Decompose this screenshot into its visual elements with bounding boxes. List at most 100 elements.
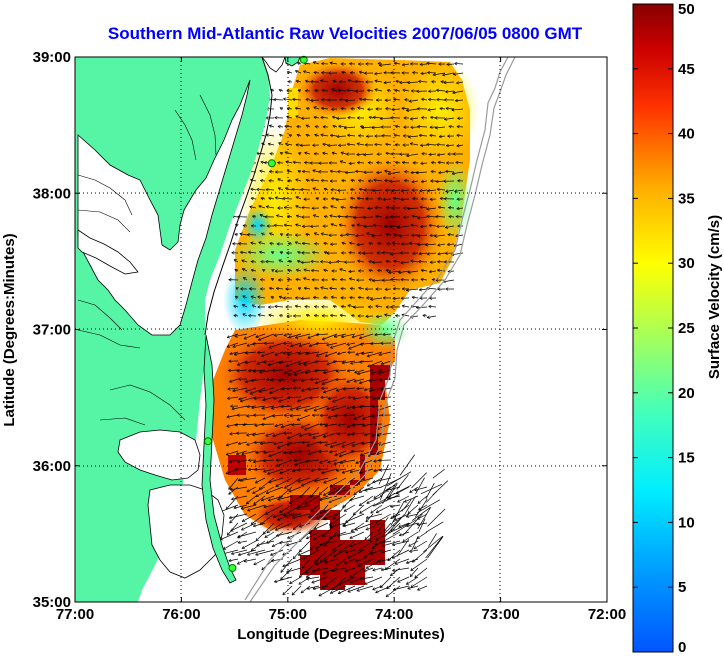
- velocity-arrow: [366, 495, 383, 504]
- velocity-arrow-head: [367, 206, 371, 211]
- velocity-arrow: [397, 225, 410, 229]
- velocity-arrow-head: [375, 537, 379, 541]
- velocity-arrow-head: [385, 259, 389, 264]
- velocity-arrow: [319, 549, 338, 563]
- outer-banks: [201, 334, 237, 584]
- velocity-arrow: [455, 99, 464, 102]
- velocity-arrow: [242, 423, 257, 426]
- velocity-arrow: [272, 432, 284, 437]
- velocity-arrow-head: [438, 134, 442, 139]
- velocity-arrow: [364, 486, 383, 491]
- velocity-arrow-head: [430, 179, 434, 183]
- velocity-arrow-head: [304, 89, 309, 93]
- velocity-arrow: [420, 162, 428, 164]
- velocity-arrow: [420, 180, 428, 183]
- velocity-arrow: [275, 522, 293, 531]
- velocity-arrow-head: [298, 581, 302, 585]
- velocity-arrow-head: [270, 378, 274, 382]
- velocity-arrow-head: [283, 512, 287, 516]
- velocity-arrow-head: [229, 487, 234, 492]
- velocity-arrow: [336, 387, 347, 392]
- velocity-arrow: [426, 62, 437, 65]
- velocity-arrow: [286, 71, 293, 74]
- velocity-arrow: [379, 378, 392, 381]
- velocity-arrow-head: [363, 568, 367, 573]
- velocity-arrow: [399, 81, 410, 84]
- velocity-arrow-head: [286, 278, 291, 282]
- velocity-arrow-head: [251, 405, 255, 410]
- velocity-arrow: [372, 585, 383, 590]
- velocity-arrow-head: [430, 115, 434, 120]
- velocity-arrow: [251, 405, 266, 409]
- velocity-arrow-head: [426, 207, 430, 211]
- velocity-arrow: [241, 304, 248, 308]
- velocity-arrow-head: [340, 296, 344, 300]
- velocity-arrow-head: [252, 490, 256, 494]
- velocity-arrow: [361, 441, 374, 445]
- velocity-arrow: [279, 540, 293, 544]
- y-tick-label: 39:00: [33, 49, 71, 66]
- velocity-arrow-head: [277, 278, 281, 282]
- velocity-arrow-head: [287, 179, 291, 183]
- velocity-arrow-head: [254, 467, 258, 472]
- velocity-arrow-head: [246, 433, 250, 437]
- velocity-arrow: [303, 70, 311, 74]
- velocity-arrow-head: [346, 406, 350, 410]
- region-green-1: [360, 310, 410, 350]
- velocity-arrow: [258, 333, 275, 341]
- velocity-arrow-head: [258, 204, 262, 209]
- velocity-arrow: [321, 89, 329, 92]
- velocity-arrow-head: [408, 135, 412, 139]
- velocity-arrow-head: [242, 423, 246, 427]
- velocity-arrow-head: [329, 61, 333, 65]
- velocity-arrow: [315, 342, 329, 345]
- velocity-arrow-head: [457, 179, 461, 183]
- velocity-arrow: [401, 499, 412, 512]
- velocity-arrow: [268, 477, 284, 483]
- velocity-arrow: [386, 483, 398, 502]
- velocity-arrow: [443, 81, 455, 84]
- velocity-arrow-head: [322, 571, 326, 575]
- velocity-arrow-head: [372, 479, 376, 484]
- velocity-arrow-head: [349, 205, 353, 210]
- velocity-arrow-head: [375, 304, 379, 308]
- velocity-arrow-head: [384, 169, 388, 173]
- velocity-arrow-head: [378, 378, 383, 382]
- velocity-arrow: [234, 333, 248, 337]
- velocity-arrow-head: [280, 569, 284, 573]
- velocity-arrow: [277, 187, 284, 191]
- velocity-arrow: [304, 152, 311, 155]
- region-cyan-1: [223, 265, 267, 335]
- velocity-arrow-head: [269, 390, 273, 395]
- velocity-arrow-head: [445, 287, 449, 291]
- velocity-arrow: [314, 126, 320, 128]
- velocity-arrow: [372, 279, 383, 282]
- rivers: [77, 94, 217, 426]
- velocity-arrow-head: [392, 196, 397, 201]
- velocity-arrow-head: [339, 97, 343, 102]
- velocity-arrow: [313, 232, 320, 236]
- velocity-arrow: [279, 504, 293, 514]
- velocity-arrow: [412, 252, 419, 254]
- velocity-arrow: [309, 540, 320, 551]
- velocity-arrow: [227, 396, 239, 399]
- velocity-arrow: [265, 504, 284, 515]
- plot-area: [74, 55, 608, 603]
- velocity-arrow: [263, 450, 275, 454]
- velocity-arrow: [374, 513, 392, 524]
- velocity-arrow-head: [379, 63, 383, 67]
- velocity-arrow-head: [308, 343, 312, 348]
- velocity-arrow-head: [363, 97, 367, 102]
- velocity-arrow: [404, 496, 416, 516]
- velocity-arrow-head: [352, 405, 356, 410]
- velocity-arrow: [369, 387, 383, 392]
- velocity-arrow: [275, 459, 293, 467]
- velocity-arrow-head: [341, 334, 345, 339]
- velocity-arrow: [415, 477, 425, 495]
- velocity-arrow-head: [272, 514, 277, 519]
- velocity-arrow: [288, 486, 302, 493]
- velocity-arrow-head: [294, 233, 298, 237]
- velocity-arrow: [282, 351, 293, 354]
- velocity-arrow: [341, 360, 356, 364]
- velocity-arrow-head: [328, 535, 332, 539]
